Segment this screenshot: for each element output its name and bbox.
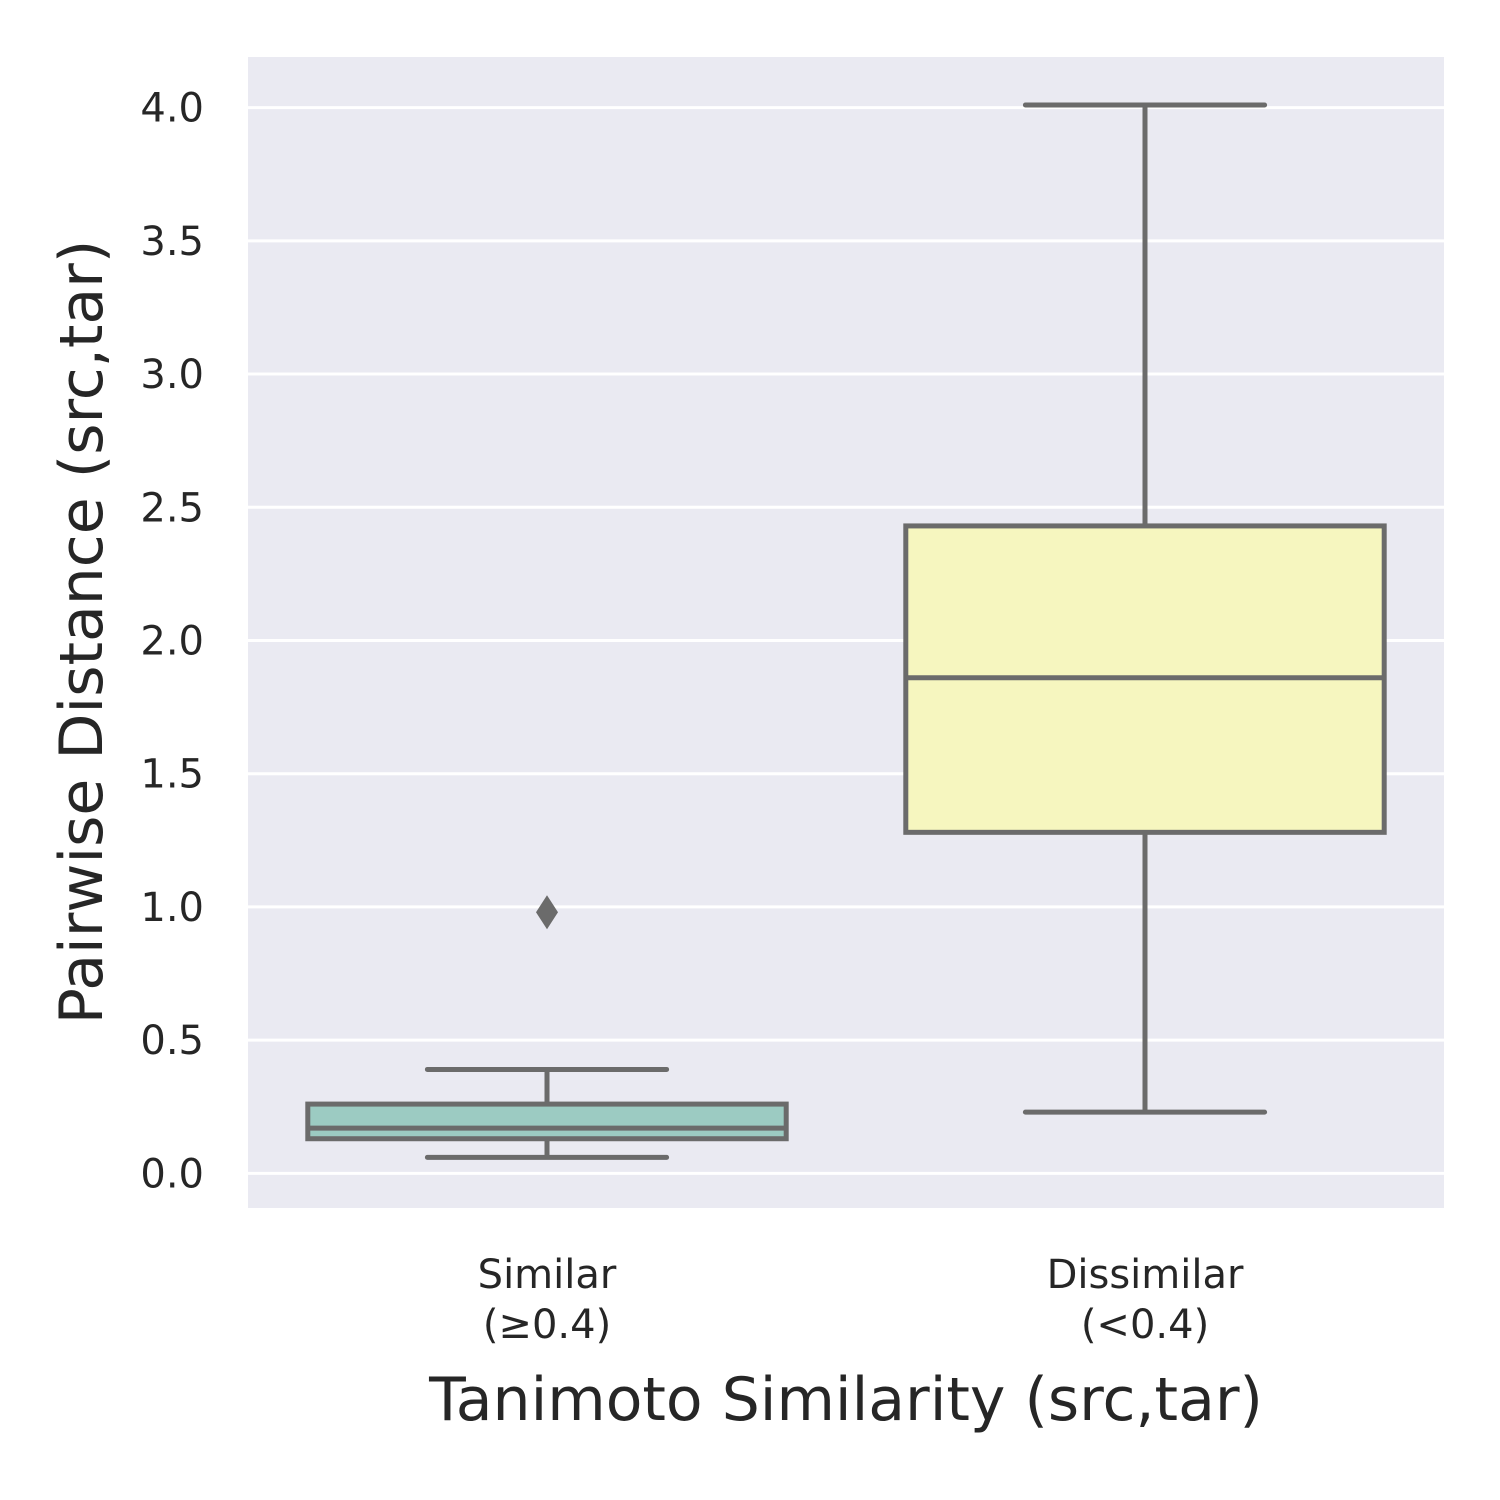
- box-group: [305, 895, 789, 1160]
- gridlines: [248, 106, 1444, 1175]
- y-tick-label: 2.0: [140, 618, 204, 664]
- x-tick-label: (≥0.4): [483, 1302, 611, 1348]
- x-tick-label: Dissimilar: [1047, 1252, 1244, 1298]
- outlier-point: [536, 895, 558, 930]
- y-axis-title: Pairwise Distance (src,tar): [47, 240, 117, 1024]
- x-axis-title: Tanimoto Similarity (src,tar): [428, 1365, 1263, 1435]
- y-tick-label: 1.5: [140, 752, 204, 798]
- y-tick-label: 1.0: [140, 885, 204, 931]
- x-tick-label: (<0.4): [1081, 1302, 1209, 1348]
- box-group: [903, 102, 1387, 1115]
- boxes: [305, 102, 1387, 1160]
- y-tick-label: 0.0: [140, 1151, 204, 1197]
- y-tick-label: 2.5: [140, 485, 204, 531]
- y-tick-label: 4.0: [140, 86, 204, 132]
- box-iqr: [305, 1101, 789, 1142]
- y-tick-label: 3.5: [140, 219, 204, 265]
- x-tick-labels: Similar(≥0.4) Dissimilar(<0.4): [478, 1252, 1244, 1348]
- y-tick-label: 3.0: [140, 352, 204, 398]
- y-tick-labels: 0.0 0.5 1.0 1.5 2.0 2.5 3.0 3.5 4.0: [140, 86, 204, 1198]
- y-tick-label: 0.5: [140, 1018, 204, 1064]
- x-tick-label: Similar: [478, 1252, 617, 1298]
